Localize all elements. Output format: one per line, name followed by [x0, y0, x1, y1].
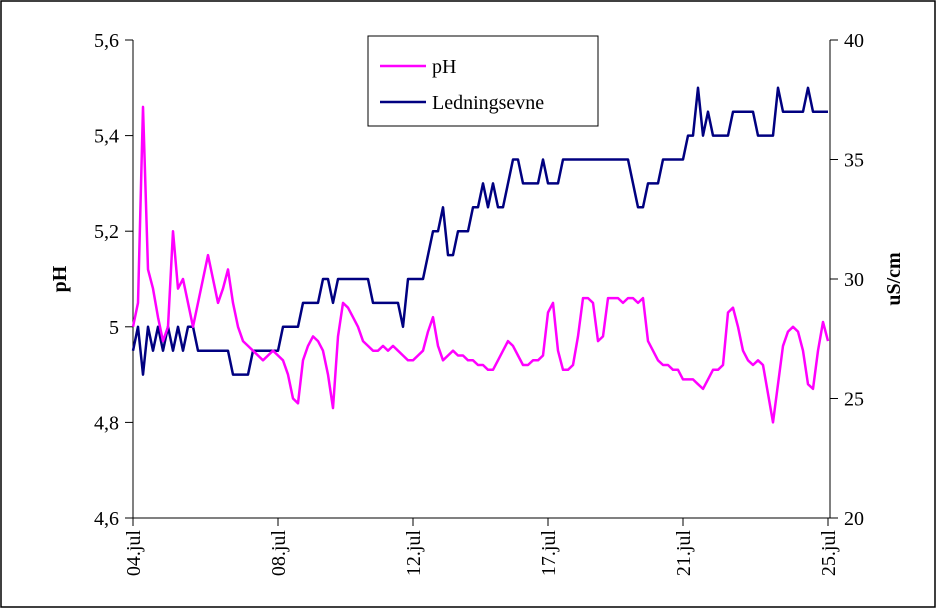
- y2-tick-label: 25: [844, 389, 864, 411]
- legend-label: Ledningsevne: [432, 92, 544, 114]
- x-tick-label: 08.jul: [268, 530, 290, 577]
- x-tick-label: 12.jul: [403, 530, 425, 577]
- y2-tick-label: 20: [844, 508, 864, 530]
- x-tick-label: 17.jul: [538, 530, 560, 577]
- y-tick-label: 5: [109, 317, 119, 339]
- x-tick-label: 25.jul: [818, 530, 840, 577]
- y-tick-label: 4,8: [94, 412, 119, 434]
- y-tick-label: 5,2: [94, 221, 119, 243]
- y2-axis-title: uS/cm: [883, 252, 905, 306]
- legend-label: pH: [432, 56, 456, 78]
- y-tick-label: 5,4: [94, 126, 119, 148]
- x-tick-label: 21.jul: [673, 530, 695, 577]
- y-tick-label: 4,6: [94, 508, 119, 530]
- y-tick-label: 5,6: [94, 30, 119, 52]
- y-axis-title: pH: [49, 265, 71, 292]
- data-line: [131, 86, 828, 376]
- y2-tick-label: 35: [844, 150, 864, 172]
- y2-tick-label: 30: [844, 269, 864, 291]
- y2-tick-label: 40: [844, 30, 864, 52]
- x-tick-label: 04.jul: [123, 530, 145, 577]
- legend-box: [367, 35, 599, 127]
- data-line: [131, 105, 830, 424]
